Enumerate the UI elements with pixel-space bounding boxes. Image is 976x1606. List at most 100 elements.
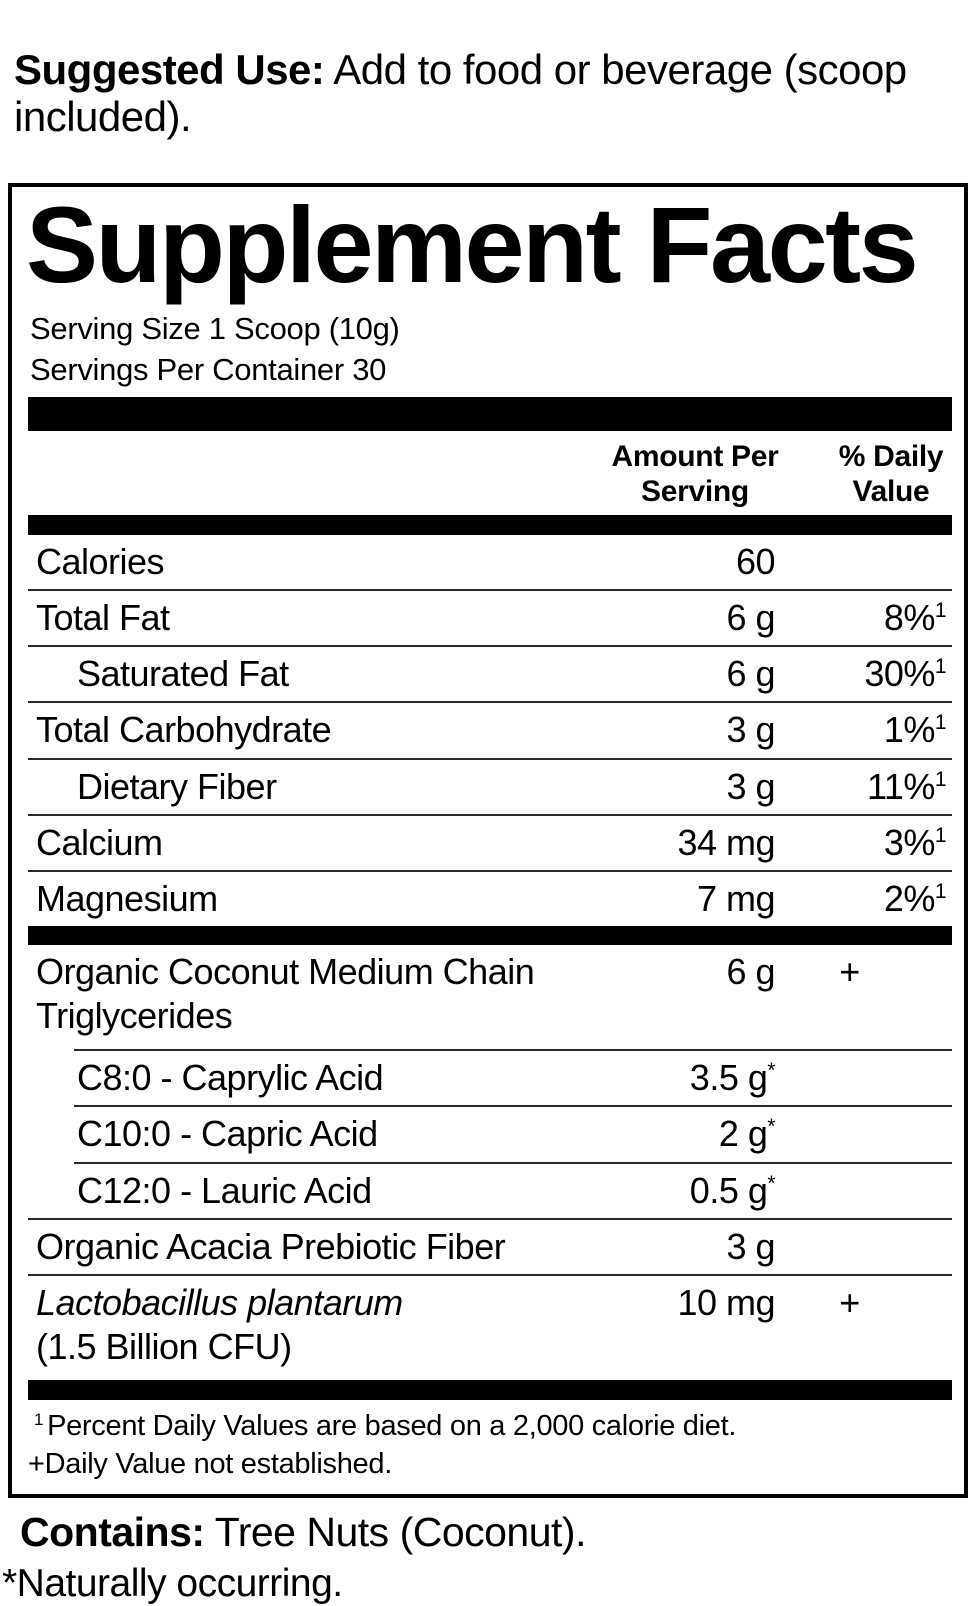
nutrient-daily-value: +: [839, 1281, 860, 1323]
nutrient-daily-value: 1%1: [883, 709, 947, 751]
contains-label: Contains:: [20, 1508, 205, 1555]
nutrient-daily-value: 8%1: [883, 597, 947, 639]
nutrient-name-line1: Total Carbohydrate: [36, 709, 332, 751]
footnote-superscript: 1: [34, 1409, 44, 1429]
nutrient-name: Saturated Fat: [28, 655, 615, 693]
nutrient-daily-value: 2%1: [883, 877, 947, 919]
nutrient-row: Calcium 34 mg 3%1: [28, 816, 952, 870]
row-divider: [28, 1273, 952, 1276]
nutrient-amount: 6 g: [726, 653, 775, 695]
section-bar-top: [28, 396, 952, 431]
nutrient-name: Organic Acacia Prebiotic Fiber: [28, 1225, 615, 1267]
nutrient-amount: 60: [735, 540, 776, 582]
nutrient-amount: 7 mg: [696, 877, 776, 919]
footnote-daily-values: 1 Percent Daily Values are based on a 2,0…: [28, 1408, 952, 1446]
nutrient-row: Calories 60: [28, 535, 952, 589]
row-divider: [28, 813, 952, 816]
daily-value-header: % Daily Value: [775, 439, 952, 509]
nutrient-row: C12:0 - Lauric Acid 0.5 g*: [28, 1164, 952, 1218]
section-bar-middle: [28, 926, 952, 945]
nutrient-row: Organic Coconut Medium Chain Triglyceride…: [28, 945, 952, 1049]
nutrient-name: C10:0 - Capric Acid: [28, 1115, 615, 1153]
nutrient-name-line1: Organic Acacia Prebiotic Fiber: [36, 1225, 506, 1267]
contains-line: Contains: Tree Nuts (Coconut).: [20, 1508, 976, 1555]
nutrient-amount: 2 g*: [718, 1113, 776, 1155]
nutrient-row: Total Carbohydrate 3 g 1%1: [28, 703, 952, 757]
nutrient-name: Dietary Fiber: [28, 765, 615, 807]
nutrient-amount: 3 g: [726, 709, 775, 751]
footnote-not-established: +Daily Value not established.: [28, 1447, 392, 1480]
amount-superscript: *: [767, 1115, 775, 1139]
nutrient-amount: 0.5 g*: [689, 1169, 776, 1211]
row-divider: [28, 757, 952, 760]
nutrient-name-line2: (1.5 Billion CFU): [36, 1326, 292, 1368]
nutrient-amount: 3 g: [726, 765, 775, 807]
row-divider: [28, 1217, 952, 1220]
supplement-facts-panel: Supplement Facts Serving Size 1 Scoop (1…: [8, 182, 968, 1498]
nutrient-row: Total Fat 6 g 8%1: [28, 591, 952, 645]
nutrient-name-line1: Dietary Fiber: [77, 765, 277, 807]
serving-info: Serving Size 1 Scoop (10g) Servings Per …: [30, 309, 952, 391]
amount-per-serving-header: Amount Per Serving: [612, 439, 779, 509]
suggested-use-body: Add to food or beverage (scoop included)…: [14, 46, 907, 141]
nutrient-name-line1: Calcium: [36, 821, 163, 863]
nutrient-name-line1: Organic Coconut Medium Chain: [36, 951, 535, 992]
nutrient-name-line2: Triglycerides: [36, 995, 233, 1037]
panel-title: Supplement Facts: [26, 183, 919, 305]
contains-body: Tree Nuts (Coconut).: [214, 1508, 587, 1555]
dv-header-line2: Value: [852, 474, 930, 508]
nutrient-name: Lactobacillus plantarum (1.5 Billion CFU): [28, 1281, 615, 1368]
nutrient-name-line1: Lactobacillus plantarum: [36, 1281, 403, 1323]
nutrient-name: Total Carbohydrate: [28, 711, 615, 749]
nutrient-name: Calcium: [28, 821, 615, 863]
nutrient-amount: 6 g: [726, 951, 775, 992]
row-divider: [74, 1049, 952, 1052]
suggested-use-text: Suggested Use: Add to food or beverage (…: [0, 42, 976, 141]
suggested-use-label: Suggested Use:: [14, 46, 325, 93]
dv-superscript: 1: [934, 599, 947, 623]
amount-superscript: *: [767, 1171, 775, 1195]
dv-superscript: 1: [934, 711, 947, 735]
nutrient-name: C12:0 - Lauric Acid: [28, 1169, 615, 1211]
amount-header-line2: Serving: [641, 474, 749, 508]
nutrient-row: C8:0 - Caprylic Acid 3.5 g*: [28, 1051, 952, 1105]
nutrient-daily-value: 11%1: [866, 765, 947, 807]
nutrient-row: Lactobacillus plantarum (1.5 Billion CFU)…: [28, 1276, 952, 1380]
dv-superscript: 1: [934, 655, 947, 679]
section-bar-bottom: [28, 1380, 952, 1401]
nutrient-name-line1: C12:0 - Lauric Acid: [77, 1169, 372, 1211]
nutrient-name: Organic Coconut Medium Chain Triglyceride…: [28, 951, 615, 1037]
row-divider: [28, 701, 952, 704]
row-divider: [28, 589, 952, 592]
nutrient-rows: Calories 60 Total Fat 6 g 8%1 Saturated Fat 6 …: [28, 535, 952, 1380]
nutrient-amount: 10 mg: [677, 1281, 775, 1323]
serving-size: Serving Size 1 Scoop (10g): [30, 310, 400, 346]
column-headers: Amount Per Serving % Daily Value: [28, 431, 952, 515]
nutrient-name-line1: Total Fat: [36, 597, 170, 639]
nutrient-name-line1: Calories: [36, 540, 165, 582]
panel-content: Supplement Facts Serving Size 1 Scoop (1…: [12, 183, 964, 1494]
nutrient-name: C8:0 - Caprylic Acid: [28, 1059, 615, 1097]
amount-header-line1: Amount Per: [611, 439, 779, 473]
nutrient-name-line1: C10:0 - Capric Acid: [77, 1113, 378, 1155]
nutrient-daily-value: 30%1: [864, 653, 947, 695]
row-divider: [74, 1161, 952, 1164]
nutrient-amount: 34 mg: [677, 821, 775, 863]
nutrient-amount: 6 g: [726, 597, 775, 639]
row-divider: [28, 869, 952, 872]
nutrient-daily-value: +: [839, 951, 860, 992]
dv-superscript: 1: [934, 767, 947, 791]
nutrient-row: Organic Acacia Prebiotic Fiber 3 g: [28, 1220, 952, 1274]
dv-header-line1: % Daily: [838, 439, 944, 473]
amount-superscript: *: [767, 1059, 775, 1083]
dv-superscript: 1: [934, 823, 947, 847]
nutrient-row: Dietary Fiber 3 g 11%1: [28, 760, 952, 814]
footnotes: 1 Percent Daily Values are based on a 2,0…: [28, 1400, 952, 1493]
nutrient-name: Magnesium: [28, 879, 615, 918]
footnote-daily-values-text: Percent Daily Values are based on a 2,00…: [47, 1410, 737, 1443]
nutrient-name-line1: C8:0 - Caprylic Acid: [77, 1057, 384, 1099]
nutrient-row: Saturated Fat 6 g 30%1: [28, 647, 952, 701]
row-divider: [74, 1105, 952, 1108]
nutrient-name: Calories: [28, 540, 615, 582]
nutrient-daily-value: 3%1: [883, 821, 947, 863]
